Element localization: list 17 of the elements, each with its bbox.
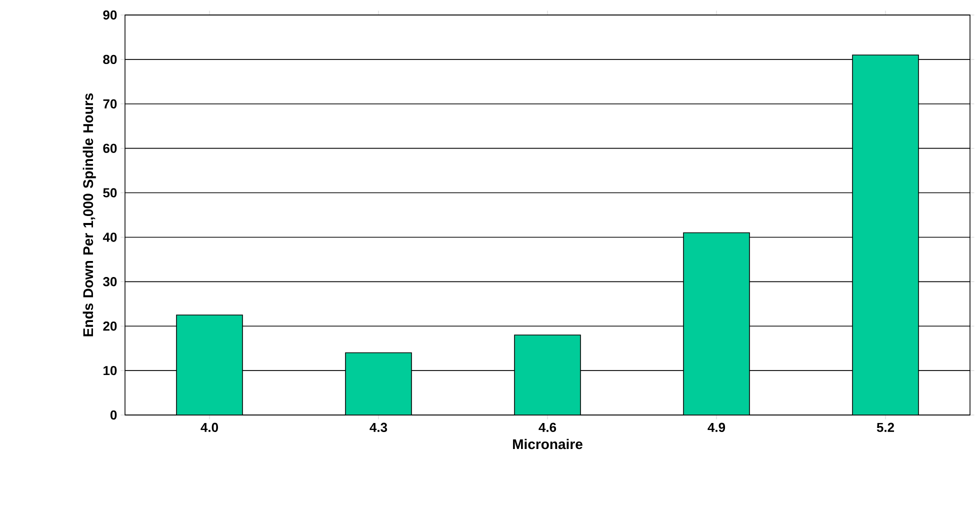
x-tick-label: 5.2 — [876, 422, 894, 432]
x-tick-label: 4.3 — [370, 422, 388, 432]
x-axis-title: Micronaire — [513, 438, 582, 450]
y-tick-label: 40 — [102, 232, 117, 242]
y-tick-label: 0 — [110, 410, 117, 420]
y-axis-title: Ends Down Per 1,000 Spindle Hours — [82, 93, 96, 336]
x-tick-label: 4.9 — [708, 422, 726, 432]
y-tick-label: 20 — [103, 322, 117, 331]
y-tick-label: 70 — [103, 99, 117, 108]
y-tick-label: 80 — [103, 54, 117, 64]
y-tick-label: 50 — [103, 188, 117, 198]
y-tick-label: 90 — [103, 10, 117, 20]
x-tick-label: 4.0 — [200, 422, 218, 432]
y-tick-label: 60 — [103, 144, 117, 153]
x-tick-label: 4.6 — [538, 422, 556, 432]
y-tick-label: 30 — [103, 277, 117, 286]
y-tick-label: 10 — [104, 366, 117, 376]
